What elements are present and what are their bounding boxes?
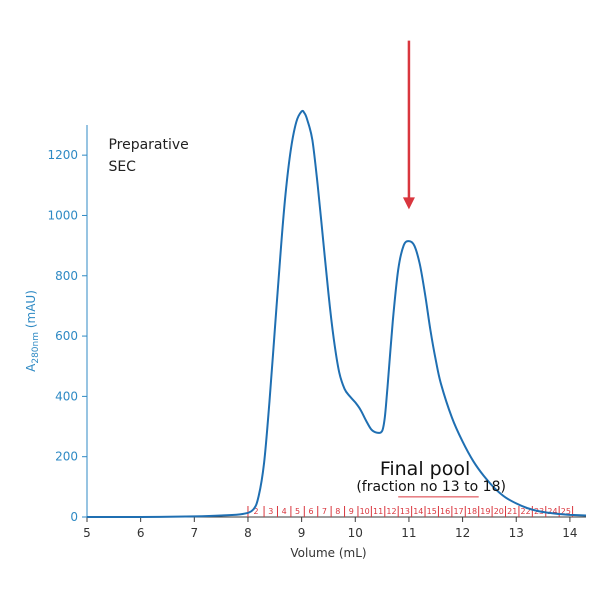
x-tick-label: 14 [562,526,577,540]
fraction-label: 14 [413,507,423,516]
y-tick-label: 400 [55,389,78,403]
y-axis-title-main: A [24,363,38,372]
axis-titles: Volume (mL) A280nm (mAU) [24,290,367,560]
fraction-label: 10 [360,507,370,516]
fraction-label: 13 [400,507,410,516]
y-axis-title-unit: (mAU) [24,290,38,332]
x-tick-label: 7 [190,526,198,540]
fraction-label: 2 [253,507,258,516]
y-tick-label: 200 [55,450,78,464]
y-tick-label: 1000 [47,208,78,222]
fraction-label: 4 [282,507,287,516]
fraction-label: 19 [480,507,490,516]
pool-title: Final pool [380,458,470,480]
fraction-label: 24 [547,507,557,516]
y-tick-label: 800 [55,269,78,283]
fraction-label: 3 [268,507,273,516]
method-label-line1: Preparative [108,137,188,153]
x-tick-label: 5 [83,526,91,540]
y-tick-label: 0 [70,510,78,524]
y-tick-label: 600 [55,329,78,343]
fraction-label: 8 [335,507,340,516]
fraction-markers: 2 3 4 5 6 7 8 9 10 11 12 13 14 15 16 17 18 19 20 21 22 23 24 25 [247,506,574,517]
fraction-label: 25 [561,507,571,516]
method-label-line2: SEC [108,159,136,175]
fraction-label: 6 [308,507,313,516]
fraction-label: 9 [349,507,354,516]
fraction-label: 20 [494,507,504,516]
fraction-label: 16 [440,507,450,516]
fraction-label: 15 [427,507,437,516]
fraction-label: 21 [507,507,517,516]
y-axis-title-subscript: 280nm [31,332,41,364]
absorbance-curve [86,109,587,519]
x-tick-label: 6 [137,526,145,540]
y-axis-title: A280nm (mAU) [24,290,41,372]
fraction-label: 22 [521,507,531,516]
x-tick-label: 10 [348,526,363,540]
x-axis-title: Volume (mL) [290,546,366,560]
fraction-label: 7 [322,507,327,516]
arrow-down-icon [402,197,415,210]
pool-subtitle: (fraction no 13 to 18) [356,479,506,495]
x-tick-label: 13 [509,526,524,540]
fraction-label: 12 [386,507,396,516]
y-tick-label: 1200 [47,148,78,162]
annotations: Preparative SEC Final pool (fraction no … [108,40,506,498]
fraction-label: 17 [453,507,463,516]
x-tick-label: 11 [401,526,416,540]
x-tick-label: 9 [298,526,306,540]
fraction-label: 18 [467,507,477,516]
fraction-label: 5 [295,507,300,516]
data-series [86,109,587,519]
x-tick-label: 12 [455,526,470,540]
x-tick-label: 8 [244,526,252,540]
fraction-label: 11 [373,507,383,516]
